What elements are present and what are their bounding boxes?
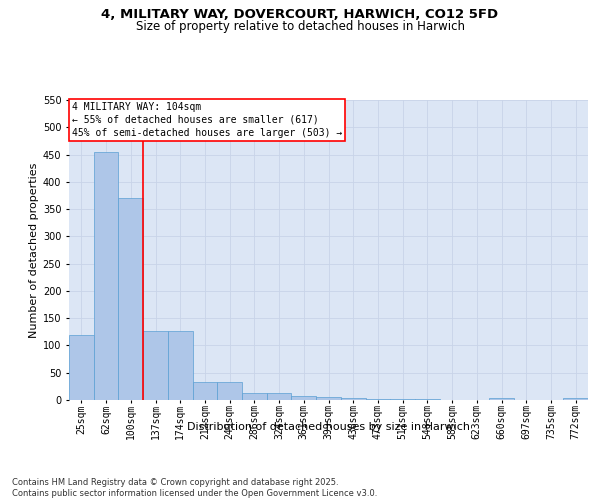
Bar	[143, 330, 168, 400]
Bar	[217, 382, 242, 400]
Bar	[563, 398, 588, 400]
Text: Distribution of detached houses by size in Harwich: Distribution of detached houses by size …	[187, 422, 470, 432]
Bar	[316, 396, 341, 400]
Bar	[118, 198, 143, 400]
Bar	[168, 330, 193, 400]
Bar	[69, 334, 94, 400]
Y-axis label: Number of detached properties: Number of detached properties	[29, 162, 38, 338]
Bar	[267, 394, 292, 400]
Bar	[341, 398, 365, 400]
Bar	[292, 396, 316, 400]
Text: Contains HM Land Registry data © Crown copyright and database right 2025.
Contai: Contains HM Land Registry data © Crown c…	[12, 478, 377, 498]
Bar	[94, 152, 118, 400]
Bar	[489, 398, 514, 400]
Bar	[365, 399, 390, 400]
Bar	[242, 394, 267, 400]
Text: 4, MILITARY WAY, DOVERCOURT, HARWICH, CO12 5FD: 4, MILITARY WAY, DOVERCOURT, HARWICH, CO…	[101, 8, 499, 20]
Text: Size of property relative to detached houses in Harwich: Size of property relative to detached ho…	[136, 20, 464, 33]
Text: 4 MILITARY WAY: 104sqm
← 55% of detached houses are smaller (617)
45% of semi-de: 4 MILITARY WAY: 104sqm ← 55% of detached…	[71, 102, 342, 138]
Bar	[193, 382, 217, 400]
